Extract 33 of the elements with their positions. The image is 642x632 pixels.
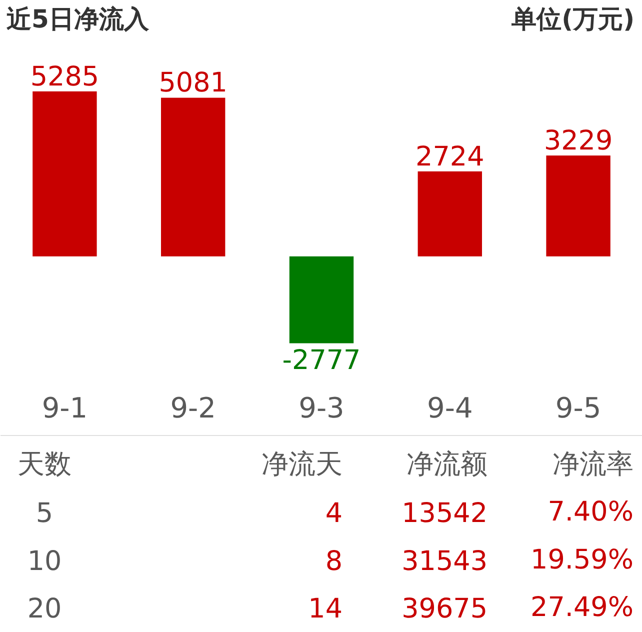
- x-tick-label: 9-3: [298, 392, 344, 424]
- x-tick-label: 9-2: [170, 392, 216, 424]
- text: 4: [325, 498, 343, 530]
- category-label: 净流天: [262, 449, 342, 480]
- text: 14: [308, 594, 343, 625]
- bar: [546, 156, 610, 256]
- x-tick-label: 9-1: [42, 392, 88, 424]
- data-label: 5285: [30, 61, 100, 92]
- data-label: 5081: [158, 68, 228, 99]
- text: 20: [27, 594, 62, 625]
- category-label: 天数: [18, 449, 72, 480]
- text: 27.49%: [530, 592, 634, 624]
- data-label: -2777: [282, 345, 361, 376]
- y-axis-title: 单位(万元): [510, 4, 635, 34]
- text: 39675: [402, 594, 488, 625]
- text: 5: [36, 498, 54, 530]
- bar: [418, 171, 482, 256]
- bar: [32, 91, 97, 256]
- text: 7.40%: [548, 496, 634, 528]
- bar: [161, 98, 226, 256]
- text: 19.59%: [530, 544, 634, 576]
- chart-title: 近5日净流入: [6, 4, 150, 34]
- text: 13542: [402, 498, 488, 530]
- text: 31543: [402, 546, 488, 577]
- text: 8: [325, 546, 343, 577]
- x-tick-label: 9-5: [555, 392, 602, 424]
- category-label: 净流额: [406, 449, 488, 480]
- text: 10: [27, 546, 62, 577]
- bar: [289, 256, 354, 344]
- x-tick-label: 9-4: [427, 392, 473, 424]
- category-label: 净流率: [552, 449, 634, 480]
- data-label: 2724: [416, 141, 484, 172]
- data-label: 3229: [544, 126, 613, 157]
